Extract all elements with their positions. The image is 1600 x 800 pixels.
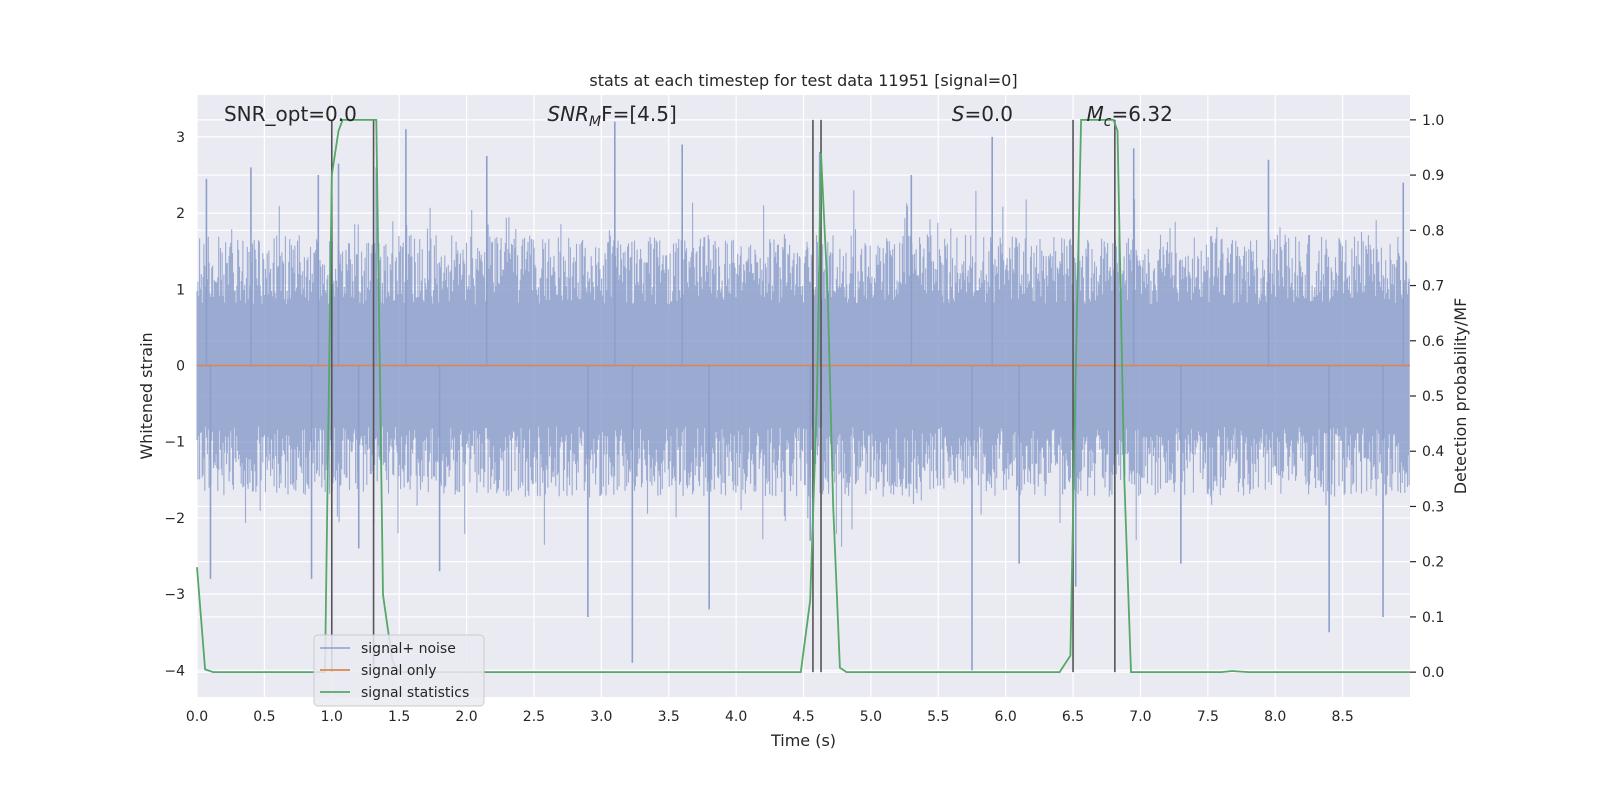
legend: signal+ noise signal only signal statistic…	[313, 634, 485, 707]
x-tick-label: 0.5	[253, 709, 275, 725]
legend-label: signal+ noise	[361, 641, 456, 657]
x-tick-label: 8.0	[1264, 709, 1286, 725]
legend-box	[313, 634, 485, 707]
y2-tick-label: 0.8	[1422, 223, 1444, 239]
x-tick-label: 3.5	[658, 709, 680, 725]
annotation-2: S=0.0	[952, 102, 1013, 126]
y2-tick-label: 1.0	[1422, 113, 1444, 129]
annotation-3: Mc=6.32	[1087, 102, 1173, 130]
y-tick-label: −3	[164, 587, 185, 603]
x-tick-label: 5.0	[860, 709, 882, 725]
y-axis-ticks: −4 −3 −2 −1 0 1 2 3	[164, 130, 185, 679]
y-tick-label: 1	[176, 282, 185, 298]
x-tick-label: 8.5	[1331, 709, 1353, 725]
legend-label: signal statistics	[361, 685, 469, 701]
y2-tick-label: 0.2	[1422, 555, 1444, 571]
y2-tick-label: 0.4	[1422, 444, 1444, 460]
y2-axis-ticks: 0.0 0.1 0.2 0.3 0.4 0.5 0.6 0.7 0.8 0.9 1.0	[1410, 113, 1444, 681]
y2-tick-label: 0.9	[1422, 168, 1444, 184]
annotations: SNR_opt=0.0 SNRMF=[4.5] S=0.0 Mc=6.32	[224, 102, 1173, 130]
y-tick-label: −4	[164, 663, 185, 679]
legend-label: signal only	[361, 663, 436, 679]
annotation-0: SNR_opt=0.0	[224, 102, 357, 126]
x-tick-label: 3.0	[590, 709, 612, 725]
x-tick-label: 0.0	[186, 709, 208, 725]
x-tick-label: 6.0	[995, 709, 1017, 725]
y2-tick-label: 0.3	[1422, 499, 1444, 515]
x-axis-ticks: 0.0 0.5 1.0 1.5 2.0 2.5 3.0 3.5 4.0 4.5 5.0 5.5 6.0 6…	[186, 709, 1354, 725]
chart-title: stats at each timestep for test data 119…	[589, 71, 1017, 90]
x-tick-label: 4.5	[792, 709, 814, 725]
y-tick-label: 3	[176, 130, 185, 146]
y2-tick-label: 0.1	[1422, 610, 1444, 626]
x-tick-label: 4.0	[725, 709, 747, 725]
y-tick-label: 2	[176, 206, 185, 222]
y-tick-label: 0	[176, 359, 185, 375]
signal-statistics-line	[196, 119, 1410, 673]
y-tick-label: −1	[164, 435, 185, 451]
x-tick-label: 5.5	[927, 709, 949, 725]
y-tick-label: −2	[164, 511, 185, 527]
x-tick-label: 1.0	[321, 709, 343, 725]
y2-tick-label: 0.5	[1422, 389, 1444, 405]
y2-tick-label: 0.0	[1422, 665, 1444, 681]
x-tick-label: 1.5	[388, 709, 410, 725]
x-tick-label: 7.0	[1129, 709, 1151, 725]
y-axis-label: Whitened strain	[137, 332, 156, 459]
y2-tick-label: 0.6	[1422, 334, 1444, 350]
x-tick-label: 2.5	[523, 709, 545, 725]
y2-axis-label: Detection probability/MF	[1451, 298, 1470, 495]
noise-series	[196, 121, 1410, 671]
x-tick-label: 7.5	[1197, 709, 1219, 725]
x-tick-label: 2.0	[455, 709, 477, 725]
x-axis-label: Time (s)	[770, 731, 836, 750]
x-tick-label: 6.5	[1062, 709, 1084, 725]
y2-tick-label: 0.7	[1422, 279, 1444, 295]
annotation-1: SNRMF=[4.5]	[547, 102, 676, 130]
signal-statistics-series	[196, 119, 1410, 673]
